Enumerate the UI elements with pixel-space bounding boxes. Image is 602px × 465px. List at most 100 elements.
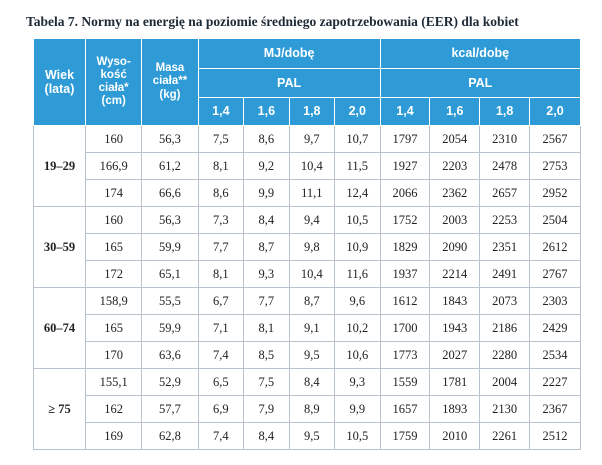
mj-value-cell: 9,9 [334,395,381,423]
kcal-value-cell: 2003 [429,206,481,234]
age-group-cell: 19–29 [33,125,86,207]
kcal-value-cell: 2090 [429,233,481,261]
mj-value-cell: 8,6 [197,179,245,207]
kcal-value-cell: 2567 [529,125,581,153]
height-cell: 160 [84,125,143,153]
mj-value-cell: 8,4 [243,422,290,450]
mass-cell: 63,6 [141,341,199,369]
mj-value-cell: 8,9 [288,395,336,423]
table-header: Wiek (lata) Wyso-kość ciała* (cm) Masa c… [33,38,582,126]
height-cell: 155,1 [84,368,143,396]
kcal-value-cell: 2010 [429,422,481,450]
kcal-value-cell: 1657 [379,395,431,423]
mj-value-cell: 8,1 [243,314,290,342]
mj-value-cell: 8,7 [243,233,290,261]
mass-cell: 65,1 [141,260,199,288]
header-pal-level: 1,8 [288,97,336,126]
kcal-value-cell: 1773 [379,341,431,369]
mj-value-cell: 7,5 [197,125,245,153]
kcal-value-cell: 2767 [529,260,581,288]
kcal-value-cell: 2612 [529,233,581,261]
height-cell: 165 [84,314,143,342]
kcal-value-cell: 2491 [479,260,530,288]
mj-value-cell: 10,5 [334,422,381,450]
mj-value-cell: 10,2 [334,314,381,342]
kcal-value-cell: 1927 [379,152,431,180]
kcal-value-cell: 1943 [429,314,481,342]
header-pal-level: 1,6 [243,97,290,126]
mj-value-cell: 10,6 [334,341,381,369]
mj-value-cell: 9,5 [288,341,336,369]
mj-value-cell: 11,6 [334,260,381,288]
kcal-value-cell: 2351 [479,233,530,261]
kcal-value-cell: 2504 [529,206,581,234]
mj-value-cell: 9,1 [288,314,336,342]
mj-value-cell: 8,1 [197,152,245,180]
kcal-value-cell: 1612 [379,287,431,315]
mj-value-cell: 7,3 [197,206,245,234]
kcal-value-cell: 2186 [479,314,530,342]
header-pal-level: 2,0 [334,97,381,126]
kcal-value-cell: 2227 [529,368,581,396]
mj-value-cell: 10,9 [334,233,381,261]
height-cell: 165 [84,233,143,261]
kcal-value-cell: 2066 [379,179,431,207]
table-row: 174 66,6 8,6 9,9 11,1 12,4 2066 2362 2657 2952 [34,179,581,207]
kcal-value-cell: 2280 [479,341,530,369]
table-row: 162 57,7 6,9 7,9 8,9 9,9 1657 1893 2130 2367 [34,395,581,423]
header-kcal-per-day: kcal/dobę [379,38,582,69]
kcal-value-cell: 2310 [479,125,530,153]
mass-cell: 59,9 [141,233,199,261]
kcal-value-cell: 2303 [529,287,581,315]
header-pal-mj: PAL [197,68,381,98]
mj-value-cell: 6,7 [197,287,245,315]
table-row: 165 59,9 7,7 8,7 9,8 10,9 1829 2090 2351 2612 [34,233,581,261]
mj-value-cell: 9,4 [288,206,336,234]
kcal-value-cell: 2004 [479,368,530,396]
header-mass: Masa ciała** (kg) [141,38,199,126]
mass-cell: 62,8 [141,422,199,450]
mass-cell: 56,3 [141,125,199,153]
mj-value-cell: 10,5 [334,206,381,234]
kcal-value-cell: 2073 [479,287,530,315]
mj-value-cell: 6,5 [197,368,245,396]
table-row: 170 63,6 7,4 8,5 9,5 10,6 1773 2027 2280 2534 [34,341,581,369]
mass-cell: 59,9 [141,314,199,342]
header-pal-kcal: PAL [379,68,582,98]
height-cell: 166,9 [84,152,143,180]
energy-norms-table: Wiek (lata) Wyso-kość ciała* (cm) Masa c… [33,38,582,450]
mj-value-cell: 9,9 [243,179,290,207]
header-mj-per-day: MJ/dobę [197,38,381,69]
mj-value-cell: 9,3 [243,260,290,288]
mass-cell: 56,3 [141,206,199,234]
mj-value-cell: 7,7 [243,287,290,315]
kcal-value-cell: 1893 [429,395,481,423]
height-cell: 158,9 [84,287,143,315]
kcal-value-cell: 1937 [379,260,431,288]
kcal-value-cell: 2261 [479,422,530,450]
table-row: 30–59 160 56,3 7,3 8,4 9,4 10,5 1752 2003 2253 250… [33,206,581,288]
mj-value-cell: 8,1 [197,260,245,288]
height-cell: 170 [84,341,143,369]
kcal-value-cell: 2214 [429,260,481,288]
mass-cell: 66,6 [141,179,199,207]
height-cell: 174 [84,179,143,207]
mj-value-cell: 10,4 [288,260,336,288]
kcal-value-cell: 1781 [429,368,481,396]
height-cell: 162 [84,395,143,423]
kcal-value-cell: 2367 [529,395,581,423]
table-caption: Tabela 7. Normy na energię na poziomie ś… [26,14,519,29]
kcal-value-cell: 2203 [429,152,481,180]
kcal-value-cell: 1797 [379,125,431,153]
kcal-value-cell: 2253 [479,206,530,234]
table-row: 166,9 61,2 8,1 9,2 10,4 11,5 1927 2203 2478 2753 [34,152,581,180]
header-pal-level: 1,4 [197,97,245,126]
table-row: ≥ 75 155,1 52,9 6,5 7,5 8,4 9,3 1559 1781 2004 222… [33,368,581,450]
mj-value-cell: 7,7 [197,233,245,261]
header-height: Wyso-kość ciała* (cm) [84,38,143,126]
mass-cell: 52,9 [141,368,199,396]
height-cell: 160 [84,206,143,234]
kcal-value-cell: 1843 [429,287,481,315]
kcal-value-cell: 2362 [429,179,481,207]
table-body: 19–29 160 56,3 7,5 8,6 9,7 10,7 1797 2054 2310 256… [33,125,581,450]
